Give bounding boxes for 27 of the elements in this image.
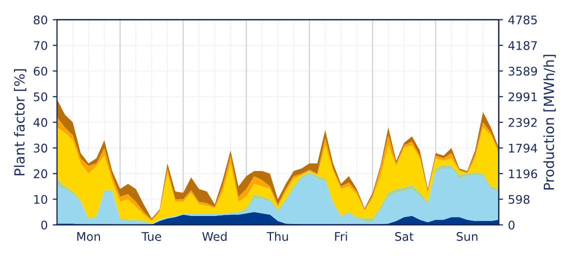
x-tick-label: Mon [77,232,100,241]
y2-tick-label: 3589 [508,66,537,76]
y-tick-label: 30 [34,144,48,153]
y2-tick-label: 4785 [508,15,537,24]
y-tick-label: 50 [34,92,48,102]
x-tick-label: Sun [456,232,478,241]
y2-tick-label: 0 [508,220,515,230]
y2-tick-label: 598 [508,194,530,204]
y-tick-label: 20 [34,169,48,178]
y2-tick-label: 1196 [509,169,538,178]
y2-tick-label: 2991 [508,92,537,102]
y-tick-label: 10 [34,194,48,204]
y-tick-label: 0 [41,220,48,230]
y-axis-title: Plant factor [%] [14,69,26,176]
y-tick-label: 40 [34,118,48,127]
x-tick-label: Wed [202,232,227,241]
x-tick-label: Tue [142,232,162,241]
x-tick-label: Fri [335,232,347,241]
y-tick-label: 70 [34,41,48,50]
x-tick-label: Sat [395,232,414,241]
y2-axis-title: Production [MWh/h] [543,54,556,190]
y2-tick-label: 4187 [508,41,537,50]
y-tick-label: 80 [34,15,48,24]
x-tick-label: Thu [266,232,288,241]
y-tick-label: 60 [34,66,48,76]
y2-tick-label: 2392 [508,118,537,127]
y2-tick-label: 1794 [509,144,538,153]
